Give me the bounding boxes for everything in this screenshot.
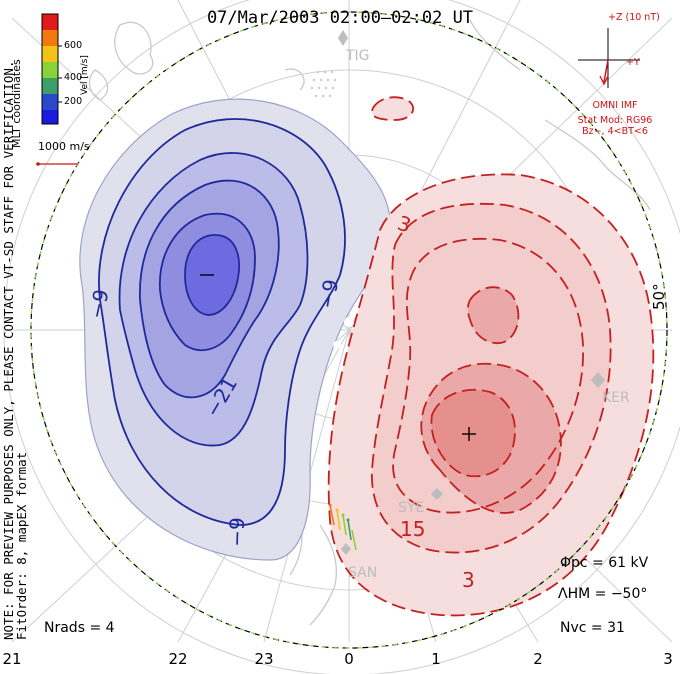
positive-contours [327, 96, 655, 617]
pole-marker [344, 317, 354, 327]
vector-scale-label: 1000 m/s [38, 140, 90, 153]
phi-pc-stat: Φpc = 61 kV [560, 555, 649, 571]
site-label-sye: SYE [398, 500, 425, 516]
negative-cell [79, 99, 391, 561]
coords-label: MLT coordinates [10, 59, 23, 148]
hm-boundary-green [30, 11, 668, 649]
site-label-ker: KER [602, 390, 630, 406]
imf-bz-label: +Z (10 nT) [608, 12, 660, 23]
positive-cell [328, 174, 654, 616]
colorbar-tick-400: 400 [64, 72, 83, 83]
contour-label-pos-inner: 15 [400, 517, 426, 541]
scale-vector [36, 162, 78, 166]
latitude-label: 50° [650, 283, 668, 310]
extrema [200, 274, 476, 441]
colorbar-tick-600: 600 [64, 40, 83, 51]
negative-contours [79, 98, 392, 561]
pole-marker-2 [333, 341, 341, 349]
velocity-vectors [328, 503, 357, 551]
contour-label-pos-bottom: 3 [462, 568, 475, 592]
lambda-hm-stat: ΛHM = −50° [558, 586, 648, 602]
hm-boundary [30, 11, 668, 649]
nvc-stat: Nvc = 31 [560, 620, 625, 636]
mlt-tick-3: 3 [663, 650, 673, 668]
imf-model: Stat Mod: RG96 [577, 115, 653, 126]
imf-condition: Bz−, 4<BT<6 [582, 126, 648, 137]
contour-label-neg-bottom: −9 [224, 516, 250, 548]
imf-source: OMNI IMF [592, 100, 638, 111]
site-markers [338, 30, 605, 555]
mlt-tick-0: 0 [344, 650, 354, 668]
imf-dial [578, 28, 640, 88]
imf-by-label: +Y [626, 57, 640, 68]
colorbar-tick-200: 200 [64, 96, 83, 107]
map-title: 07/Mar/2003 02:00–02:02 UT [206, 8, 474, 28]
site-label-san: SAN [348, 565, 378, 581]
site-label-tig: TIG [346, 48, 370, 64]
nrads-stat: Nrads = 4 [44, 620, 115, 636]
mlt-tick-2: 2 [533, 650, 543, 668]
contour-label-neg-right: −9 [314, 277, 344, 311]
mlt-tick-21: 21 [2, 650, 22, 668]
mlt-tick-23: 23 [254, 650, 274, 668]
data-dots [310, 70, 337, 98]
mlt-tick-22: 22 [168, 650, 188, 668]
mlt-tick-1: 1 [431, 650, 441, 668]
velocity-colorbar [41, 13, 62, 125]
